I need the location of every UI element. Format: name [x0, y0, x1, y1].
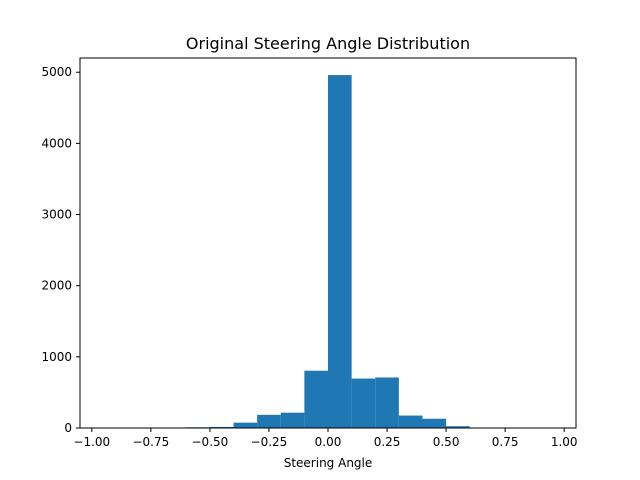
histogram-bar [304, 370, 328, 428]
x-tick-label: −1.00 [73, 435, 110, 449]
histogram-bar [280, 412, 305, 428]
histogram-bar [209, 426, 234, 428]
y-axis-ticks: 0 1000 2000 3000 4000 5000 [41, 65, 80, 435]
histogram-bar [398, 415, 423, 428]
y-tick-label: 1000 [41, 350, 72, 364]
y-tick-label: 5000 [41, 65, 72, 79]
histogram-bar [351, 378, 376, 428]
x-tick-label: 0.00 [315, 435, 342, 449]
x-tick-label: −0.50 [192, 435, 229, 449]
histogram-bar [422, 418, 447, 428]
histogram-bar [257, 414, 281, 428]
x-tick-label: −0.25 [251, 435, 288, 449]
x-tick-label: 0.50 [433, 435, 460, 449]
x-tick-label: 0.75 [492, 435, 519, 449]
histogram-bar [446, 426, 470, 428]
x-tick-label: 0.25 [374, 435, 401, 449]
histogram-bar [375, 377, 399, 428]
y-tick-label: 0 [64, 421, 72, 435]
chart-title: Original Steering Angle Distribution [186, 34, 470, 53]
histogram-bar [233, 422, 258, 428]
histogram-bar [328, 75, 352, 429]
x-axis-label: Steering Angle [284, 456, 373, 470]
y-tick-label: 2000 [41, 279, 72, 293]
y-tick-label: 3000 [41, 208, 72, 222]
x-tick-label: 1.00 [551, 435, 578, 449]
y-tick-label: 4000 [41, 136, 72, 150]
x-axis-ticks: −1.00 −0.75 −0.50 −0.25 0.00 0.25 0.50 0.75 1.00 [73, 428, 578, 449]
bars-group [186, 75, 494, 429]
x-tick-label: −0.75 [132, 435, 169, 449]
